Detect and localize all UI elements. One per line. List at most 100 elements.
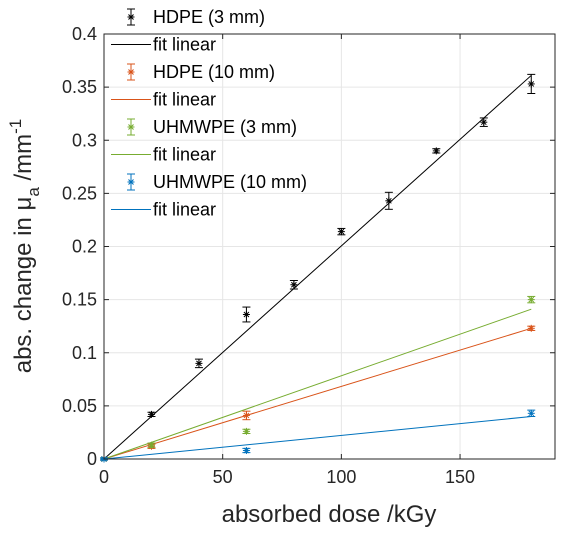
x-tick-label: 150 [445, 467, 475, 487]
marker-stroke [243, 412, 250, 419]
marker-stroke [338, 228, 345, 235]
point-marker [432, 147, 440, 155]
data-point [147, 441, 156, 449]
x-axis-label: absorbed dose /kGy [222, 501, 437, 528]
y-tick-label: 0.25 [62, 183, 97, 203]
data-point [289, 280, 298, 290]
legend-entry-series: UHMWPE (10 mm) [127, 172, 307, 192]
legend-entry-fit: fit linear [111, 35, 216, 55]
point-marker [527, 80, 535, 88]
legend-entry-series: HDPE (10 mm) [127, 62, 275, 82]
point-marker [385, 197, 393, 205]
legend-fit-label: fit linear [153, 145, 216, 165]
data-point [147, 410, 156, 418]
marker-stroke [128, 124, 134, 130]
y-tick-label: 0.2 [72, 237, 97, 257]
data-point [527, 324, 536, 332]
data-point [432, 147, 441, 155]
data-point [384, 191, 393, 210]
data-point [194, 358, 203, 369]
data-point [479, 117, 488, 127]
point-marker [242, 427, 250, 435]
fit-line [103, 308, 532, 460]
marker-stroke [148, 411, 155, 418]
y-axis-label-subscript: a [24, 187, 43, 197]
legend-entry-fit: fit linear [111, 200, 216, 220]
x-axis: 0 50 100 150 [99, 34, 475, 487]
data-point [527, 409, 536, 417]
point-marker [242, 447, 250, 454]
marker-stroke [243, 428, 250, 435]
point-marker [195, 359, 203, 367]
y-tick-label: 0 [87, 449, 97, 469]
point-marker [480, 118, 488, 126]
marker-stroke [196, 360, 202, 367]
marker-stroke [480, 119, 487, 126]
y-tick-label: 0.4 [72, 24, 97, 44]
data-point [337, 227, 346, 236]
marker-stroke [528, 410, 535, 417]
legend-marker [127, 13, 135, 21]
legend-label: UHMWPE (10 mm) [153, 172, 307, 192]
y-tick-label: 0.3 [72, 130, 97, 150]
marker-stroke [433, 148, 440, 154]
marker-stroke [148, 442, 155, 449]
legend-marker [127, 68, 135, 76]
data-point [242, 427, 251, 435]
point-marker [147, 441, 155, 449]
fit-line [103, 327, 532, 460]
point-marker [290, 281, 298, 289]
x-tick-label: 50 [213, 467, 233, 487]
marker-stroke [385, 197, 392, 204]
marker-stroke [528, 325, 535, 332]
legend-marker [127, 178, 135, 186]
marker-stroke [528, 296, 535, 303]
y-tick-label: 0.1 [72, 343, 97, 363]
legend-fit-label: fit linear [153, 200, 216, 220]
legend-marker [127, 123, 135, 131]
marker-stroke [128, 14, 134, 20]
legend-fit-label: fit linear [153, 35, 216, 55]
legend-fit-label: fit linear [153, 90, 216, 110]
marker-stroke [243, 447, 250, 454]
data-point [242, 447, 251, 454]
marker-stroke [291, 281, 297, 288]
marker-stroke [528, 81, 535, 87]
legend-entry-series: HDPE (3 mm) [127, 7, 265, 27]
fit-line [103, 416, 532, 460]
legend-entry-fit: fit linear [111, 90, 216, 110]
data-point [527, 295, 536, 304]
point-marker [527, 296, 535, 304]
legend-label: HDPE (3 mm) [153, 7, 265, 27]
fit-line [103, 75, 532, 460]
fit-lines [103, 75, 532, 460]
x-tick-label: 0 [99, 467, 109, 487]
y-tick-label: 0.35 [62, 77, 97, 97]
marker-stroke [128, 69, 134, 75]
data-point [242, 306, 251, 323]
data-point [527, 73, 536, 94]
point-marker [527, 409, 535, 417]
point-marker [337, 228, 345, 236]
legend-entry-series: UHMWPE (3 mm) [127, 117, 297, 137]
y-axis-label-main: abs. change in μ [10, 197, 37, 374]
marker-stroke [243, 311, 250, 318]
y-tick-label: 0.05 [62, 396, 97, 416]
y-axis-label: abs. change in μa /mm-1 [6, 119, 43, 374]
legend-entry-fit: fit linear [111, 145, 216, 165]
marker-stroke [128, 179, 134, 185]
legend-label: HDPE (10 mm) [153, 62, 275, 82]
y-axis-label-unit: /mm [10, 134, 37, 187]
point-marker [242, 411, 250, 419]
y-tick-label: 0.15 [62, 290, 97, 310]
point-marker [527, 324, 535, 332]
point-marker [147, 410, 155, 418]
legend: HDPE (3 mm) fit linear HDPE (10 mm) fit lin… [111, 7, 307, 220]
y-axis: 0 0.05 0.1 0.15 0.2 0.25 0.3 0.35 0.4 [62, 24, 555, 469]
x-tick-label: 100 [326, 467, 356, 487]
data-point [242, 410, 251, 421]
point-marker [242, 311, 250, 318]
legend-label: UHMWPE (3 mm) [153, 117, 297, 137]
y-axis-label-superscript: -1 [6, 119, 25, 134]
